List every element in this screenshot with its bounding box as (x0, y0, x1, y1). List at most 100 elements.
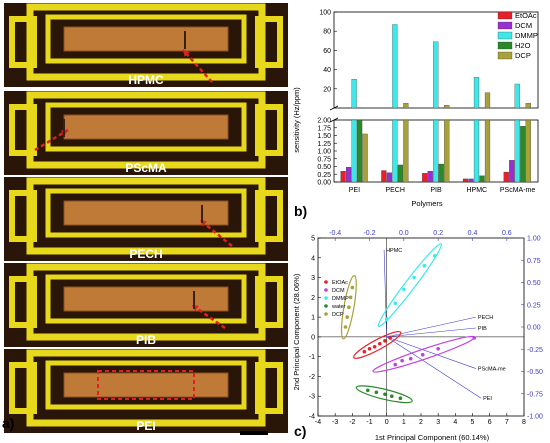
pca-point-dmmp (422, 263, 427, 268)
loading-vector-pei (386, 336, 482, 399)
device-pei: PEI (4, 349, 288, 433)
confidence-ellipse-dcp (340, 275, 357, 340)
pca-top-tick-label: 0.4 (468, 230, 478, 237)
pca-point-water (374, 390, 379, 395)
pca-point-dcm (408, 356, 413, 361)
device-pib: PIB (4, 263, 288, 347)
electrode-inner (45, 14, 247, 64)
legend-label-etoac: EtOAc (515, 11, 537, 20)
pca-point-etoac (378, 342, 382, 346)
pca-point-dcp (347, 305, 351, 310)
defect-arrow-head (183, 50, 190, 57)
pca-top-tick-label: -0.4 (329, 230, 341, 237)
bar-dmmp (433, 41, 439, 109)
pca-point-dcm (420, 352, 425, 357)
pca-point-dcm (400, 358, 404, 363)
electrode-pad-right (255, 276, 283, 328)
legend-swatch-h2o (497, 41, 513, 50)
pca-right-tick-label: 0.50 (527, 280, 541, 287)
device-pscma: PScMA (4, 91, 288, 175)
pca-right-tick-label: -0.50 (527, 369, 543, 376)
panel-a-letter: a) (2, 415, 14, 431)
pca-loadings: HPMC PECH PIB PScMA-me PEI (383, 248, 506, 402)
pca-point-dmmp (412, 275, 416, 280)
pca-point-water (365, 388, 370, 393)
pca-x-tick-label: 7 (505, 419, 509, 426)
bar-dmmp-lower (433, 119, 439, 183)
electrode-pad-right (255, 16, 283, 68)
pca-point-water (398, 396, 403, 400)
pca-point-dcp (343, 325, 348, 329)
electrode-frame (26, 177, 266, 255)
pca-right-tick-label: 0.75 (527, 258, 541, 265)
electrode-frame (26, 3, 266, 81)
pca-point-etoac (367, 346, 372, 351)
bar-y-tick-label: 2.00 (317, 118, 331, 125)
polymer-film-edge (63, 26, 229, 52)
bar-y-tick-label: 1.25 (317, 141, 331, 148)
device-label: PScMA (125, 161, 167, 175)
pca-x-tick-label: -2 (349, 419, 355, 426)
pca-x-tick-label: -1 (366, 419, 372, 426)
pca-point-etoac (372, 344, 377, 349)
bar-dcp-lower (484, 119, 491, 183)
pca-legend-label-dmmp: DMMP (332, 296, 349, 302)
pca-point-dmmp (432, 254, 437, 258)
pca-y-tick-label: 1 (311, 315, 315, 322)
pca-x-axis-label: 1st Principal Component (60.14%) (375, 433, 490, 442)
bar-dmmp (351, 79, 357, 109)
bar-dcp-lower (444, 119, 450, 183)
legend-label-dcm: DCM (515, 21, 532, 30)
pca-x-tick-label: 2 (419, 419, 423, 426)
loading-label-pech: PECH (478, 315, 493, 321)
bar-h2o (357, 119, 363, 183)
legend-swatch-etoac (497, 11, 513, 20)
legend-label-dcp: DCP (515, 51, 531, 60)
pca-y-tick-label: -2 (309, 374, 315, 381)
electrode-inner (45, 188, 247, 238)
bar-dcm (509, 160, 515, 183)
bar-dcp-lower (525, 119, 531, 183)
electrode-frame (26, 91, 266, 169)
microscope-panel: HPMC PScMA PECH PIB PEI a) (2, 3, 288, 435)
polymer-film-edge (63, 200, 229, 226)
loading-label-hpmc: HPMC (386, 248, 402, 254)
bar-etoac (381, 170, 387, 183)
bar-h2o (397, 164, 403, 183)
electrode-pad-left (9, 104, 37, 156)
pca-legend-marker-water (324, 304, 328, 308)
pca-point-water (383, 392, 387, 397)
bar-y-tick-label: 1.00 (317, 149, 331, 156)
pca-y-tick-label: 3 (311, 275, 315, 282)
pca-top-tick-label: 0.6 (502, 230, 512, 237)
pca-y-tick-label: 4 (311, 255, 315, 262)
pca-point-dcm (436, 346, 440, 351)
pca-x-tick-label: 8 (522, 419, 526, 426)
bar-etoac (340, 170, 346, 183)
legend-swatch-dcp (497, 51, 513, 60)
confidence-ellipse-water (355, 385, 413, 404)
pca-biplot: -4 -3 -2 -1 0 1 2 3 4 5 6 7 8 -4 -3 -2 -1 0 1 2 3 4 5 -0.4 -0.2 0… (292, 230, 543, 442)
bar-chart-axes: 20 40 60 80 100 0.000.250.500.751.001.251.501… (317, 10, 539, 194)
electrode-pad-right (255, 190, 283, 242)
confidence-ellipse-dmmp (377, 243, 442, 328)
device-hpmc: HPMC (4, 3, 288, 87)
bar-dcp (444, 104, 450, 109)
pca-point-dcm (472, 336, 477, 340)
pca-x-tick-label: 4 (453, 419, 457, 426)
bar-dcm (386, 172, 392, 183)
loading-vector-hpmc (383, 249, 387, 337)
bar-chart-bars (340, 24, 531, 183)
pca-legend-marker-dcp (324, 312, 328, 316)
pca-legend: EtOAc DCM DMMP water DCP (324, 280, 349, 318)
polymer-film-edge (63, 286, 229, 312)
loading-vector-pib (386, 327, 476, 338)
bar-h2o (479, 175, 485, 183)
bar-etoac (503, 171, 509, 183)
bar-y-tick-label: 1.75 (317, 125, 331, 132)
pca-right-tick-label: 1.00 (527, 236, 541, 243)
legend-label-dmmp: DMMP (515, 31, 538, 40)
pca-y-tick-label: 0 (311, 334, 315, 341)
electrode-pad-left (9, 190, 37, 242)
